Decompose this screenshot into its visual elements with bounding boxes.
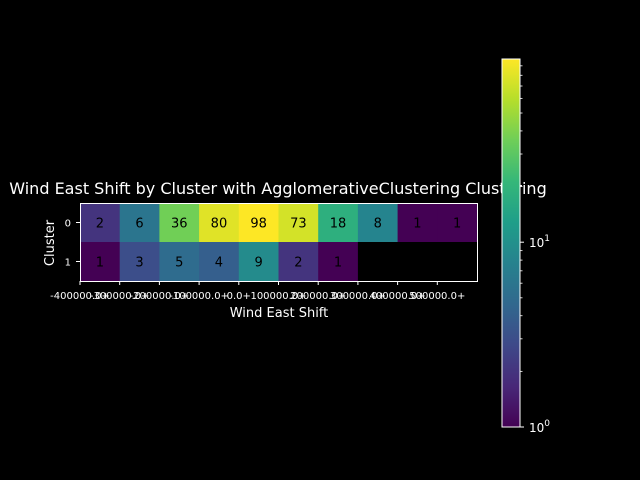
cell-value-label: 4 (215, 256, 223, 271)
x-tick-label: 100000.0+ (250, 291, 306, 302)
colorbar (501, 58, 521, 428)
colorbar-tick-label: 100 (529, 419, 550, 435)
cell-value-label: 1 (96, 256, 104, 271)
heatmap-cell (357, 203, 399, 243)
heatmap-cell-empty (437, 242, 478, 282)
heatmap-cell (119, 242, 160, 282)
cell-value-label: 36 (171, 217, 188, 232)
heatmap-cells: 2 6 36 80 98 73 18 8 1 1 1 3 5 4 9 2 1 (80, 203, 478, 282)
cell-value-label: 98 (250, 217, 267, 232)
x-tick-label: 300000.0+ (330, 291, 386, 302)
colorbar-ticks: 100 101 (520, 65, 550, 435)
x-tick-label: -300000.0+ (90, 291, 150, 302)
x-axis-ticks: -400000.0+-300000.0+-200000.0+-100000.0+… (50, 281, 465, 302)
cell-value-label: 1 (453, 217, 461, 232)
heatmap-cell (397, 203, 438, 243)
y-tick-label: 1 (65, 258, 71, 269)
heatmap-cell (318, 242, 359, 282)
x-tick-label: -100000.0+ (169, 291, 229, 302)
x-axis-label: Wind East Shift (230, 306, 329, 321)
heatmap-cell (238, 203, 279, 243)
cell-value-label: 73 (290, 217, 307, 232)
y-tick-label: 0 (65, 219, 71, 230)
cell-value-label: 6 (135, 217, 143, 232)
heatmap-cell (80, 203, 121, 243)
heatmap-cell (159, 203, 200, 243)
heatmap-cell (437, 203, 478, 243)
cell-value-label: 18 (330, 217, 347, 232)
y-axis-label: Cluster (43, 219, 58, 266)
heatmap-cell (159, 242, 200, 282)
cell-value-label: 1 (334, 256, 342, 271)
cell-value-label: 5 (175, 256, 183, 271)
heatmap-cell (278, 203, 319, 243)
x-tick-label: 500000.0+ (409, 291, 465, 302)
x-tick-label: 400000.0+ (370, 291, 426, 302)
heatmap-cell-empty (397, 242, 438, 282)
heatmap-cell (278, 242, 319, 282)
cell-value-label: 2 (96, 217, 104, 232)
cell-value-label: 80 (211, 217, 228, 232)
heatmap-cell-empty (357, 242, 399, 282)
y-axis-ticks: 01 (65, 219, 80, 269)
heatmap-cell (238, 242, 279, 282)
x-tick-label: 0.0+ (227, 291, 251, 302)
heatmap-cell (199, 203, 240, 243)
colorbar-tick-label: 101 (529, 234, 550, 250)
cell-value-label: 2 (294, 256, 302, 271)
heatmap-cell (199, 242, 240, 282)
heatmap-cell (80, 242, 121, 282)
chart-title: Wind East Shift by Cluster with Agglomer… (9, 179, 546, 198)
x-tick-label: -200000.0+ (130, 291, 190, 302)
cell-value-label: 8 (374, 217, 382, 232)
cell-value-label: 9 (255, 256, 263, 271)
cell-value-label: 1 (413, 217, 421, 232)
heatmap-cell (318, 203, 359, 243)
heatmap-cell (119, 203, 160, 243)
cell-value-label: 3 (135, 256, 143, 271)
x-tick-label: -400000.0+ (50, 291, 110, 302)
x-tick-label: 200000.0+ (290, 291, 346, 302)
